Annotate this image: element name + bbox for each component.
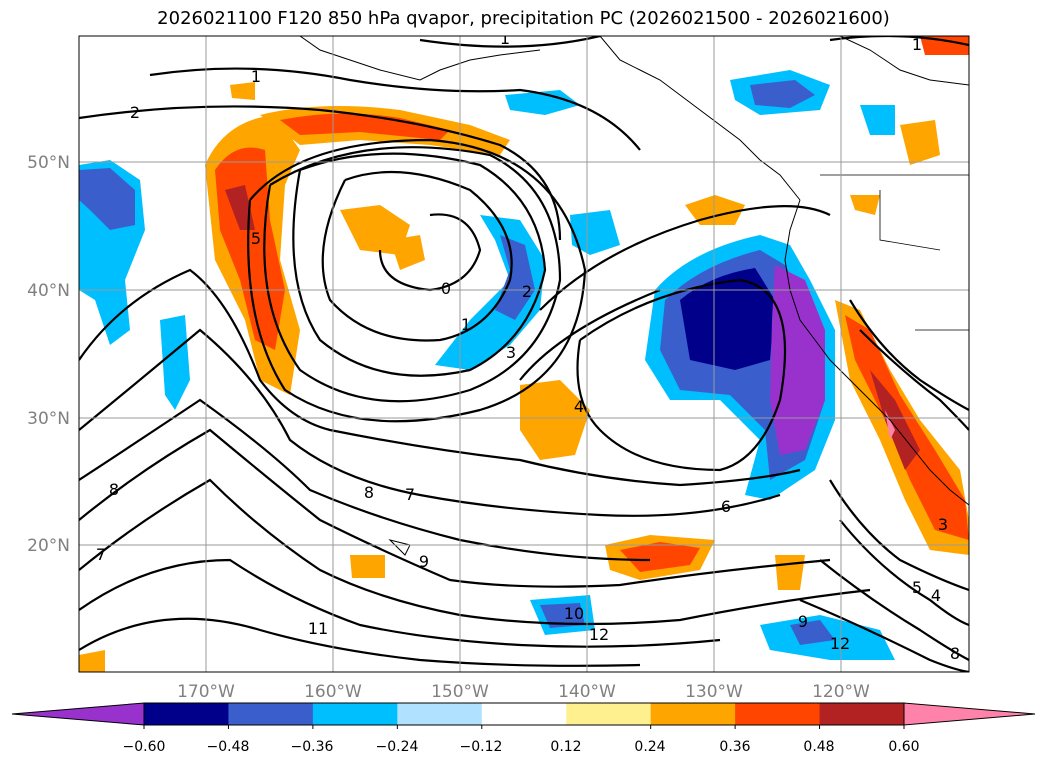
colorbar-segment bbox=[566, 703, 652, 725]
lon-tick: 170°W bbox=[177, 682, 235, 702]
contour-label: 10 bbox=[564, 604, 584, 623]
map-title: 2026021100 F120 850 hPa qvapor, precipit… bbox=[157, 8, 890, 29]
colorbar-frame bbox=[143, 702, 905, 726]
colorbar-tick: 0.12 bbox=[550, 739, 581, 755]
lon-tick: 140°W bbox=[558, 682, 616, 702]
colorbar-extend-high bbox=[903, 702, 1036, 726]
colorbar-ticks: −0.60 −0.48 −0.36 −0.24 −0.12 0.12 0.24 … bbox=[123, 739, 920, 755]
colorbar-segment bbox=[650, 703, 736, 725]
gridlines bbox=[79, 36, 969, 672]
lat-tick-labels: 50°N 40°N 30°N 20°N bbox=[27, 153, 70, 556]
colorbar-tick: 0.24 bbox=[634, 739, 665, 755]
lat-tick: 20°N bbox=[27, 536, 70, 556]
lon-tick: 120°W bbox=[812, 682, 870, 702]
lon-tick: 150°W bbox=[431, 682, 489, 702]
contour-label: 5 bbox=[912, 578, 922, 597]
contour-label: 3 bbox=[938, 515, 948, 534]
colorbar bbox=[11, 702, 1036, 729]
contour-label: 3 bbox=[506, 343, 516, 362]
contour-labels: 1 1 1 2 0 1 2 3 4 5 6 7 7 8 8 9 9 10 11 … bbox=[96, 29, 960, 663]
colorbar-segment bbox=[228, 703, 314, 725]
colorbar-extend-low bbox=[11, 702, 145, 726]
contour-label: 9 bbox=[419, 552, 429, 571]
contour-label: 6 bbox=[721, 497, 731, 516]
lon-tick-labels: 170°W 160°W 150°W 140°W 130°W 120°W bbox=[177, 682, 870, 702]
colorbar-tick: 0.36 bbox=[719, 739, 750, 755]
colorbar-segment bbox=[819, 703, 905, 725]
contour-label: 4 bbox=[931, 586, 941, 605]
filled-anomalies bbox=[79, 36, 969, 672]
contour-label: 9 bbox=[798, 612, 808, 631]
colorbar-segment bbox=[397, 703, 483, 725]
contour-label: 12 bbox=[589, 625, 609, 644]
lat-tick: 40°N bbox=[27, 281, 70, 301]
plot-frame bbox=[78, 35, 970, 673]
lat-tick: 30°N bbox=[27, 409, 70, 429]
contour-label: 0 bbox=[441, 279, 451, 298]
contour-label: 11 bbox=[308, 619, 328, 638]
contour-label: 7 bbox=[96, 545, 106, 564]
contour-label: 8 bbox=[109, 480, 119, 499]
colorbar-segment bbox=[481, 703, 567, 725]
contour-label: 1 bbox=[912, 35, 922, 54]
colorbar-tick: −0.48 bbox=[207, 739, 250, 755]
qvapor-contours bbox=[79, 36, 969, 672]
contour-label: 7 bbox=[405, 485, 415, 504]
colorbar-segment bbox=[735, 703, 821, 725]
colorbar-tick: −0.36 bbox=[291, 739, 334, 755]
contour-label: 1 bbox=[500, 29, 510, 48]
lon-tick: 160°W bbox=[304, 682, 362, 702]
contour-label: 1 bbox=[251, 67, 261, 86]
colorbar-tick: −0.12 bbox=[460, 739, 503, 755]
colorbar-tick: 0.48 bbox=[803, 739, 834, 755]
contour-label: 8 bbox=[950, 644, 960, 663]
colorbar-tick: 0.60 bbox=[888, 739, 919, 755]
colorbar-tick: −0.60 bbox=[123, 739, 166, 755]
lat-tick: 50°N bbox=[27, 153, 70, 173]
contour-label: 2 bbox=[130, 103, 140, 122]
coastlines bbox=[299, 36, 969, 556]
contour-label: 5 bbox=[251, 229, 261, 248]
lon-tick: 130°W bbox=[685, 682, 743, 702]
contour-label: 2 bbox=[522, 282, 532, 301]
colorbar-tick: −0.24 bbox=[376, 739, 419, 755]
contour-label: 12 bbox=[830, 634, 850, 653]
contour-label: 1 bbox=[461, 315, 471, 334]
colorbar-segment bbox=[312, 703, 398, 725]
contour-label: 4 bbox=[574, 397, 584, 416]
contour-label: 8 bbox=[364, 483, 374, 502]
colorbar-segment bbox=[144, 703, 229, 725]
